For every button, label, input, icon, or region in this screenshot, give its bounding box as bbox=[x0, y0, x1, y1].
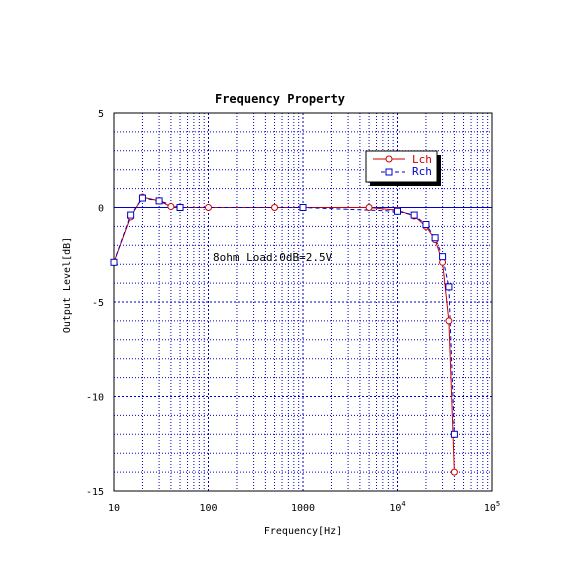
x-tick-exponent: 4 bbox=[401, 500, 405, 508]
x-tick-label: 10 bbox=[108, 503, 120, 514]
data-point-rch bbox=[176, 204, 184, 211]
legend-box bbox=[365, 150, 438, 183]
data-point-lch bbox=[445, 317, 453, 325]
legend-rch-label: Rch bbox=[412, 165, 432, 178]
data-point-rch bbox=[155, 197, 163, 205]
legend: Lch Rch bbox=[365, 150, 441, 186]
y-tick-label: -10 bbox=[86, 393, 104, 404]
data-point-rch bbox=[422, 221, 430, 229]
data-point-rch bbox=[138, 194, 146, 202]
y-tick-label: 5 bbox=[98, 109, 104, 120]
data-point-lch bbox=[450, 468, 458, 476]
chart-title: Frequency Property bbox=[215, 92, 345, 106]
data-point-lch bbox=[365, 204, 373, 211]
legend-rch-marker bbox=[385, 168, 393, 176]
y-tick-label: -5 bbox=[92, 298, 104, 309]
data-point-rch bbox=[439, 253, 447, 261]
data-point-rch bbox=[450, 430, 458, 438]
data-point-lch bbox=[167, 203, 175, 211]
series-layer bbox=[110, 193, 458, 476]
data-point-lch bbox=[205, 204, 212, 211]
x-tick-label: 1000 bbox=[291, 503, 315, 514]
data-point-rch bbox=[394, 207, 401, 215]
data-point-lch bbox=[271, 204, 279, 211]
data-point-rch bbox=[110, 258, 118, 266]
y-axis-label: Output Level[dB] bbox=[62, 237, 73, 333]
data-point-rch bbox=[299, 204, 307, 211]
data-point-rch bbox=[431, 234, 439, 242]
data-point-lch bbox=[439, 258, 447, 266]
data-point-rch bbox=[127, 211, 135, 219]
legend-lch-marker bbox=[385, 155, 393, 163]
data-point-rch bbox=[445, 283, 453, 291]
load-annotation: 8ohm Load:0dB=2.5V bbox=[213, 251, 333, 264]
x-tick-label: 100 bbox=[199, 503, 217, 514]
y-tick-label: -15 bbox=[86, 487, 104, 498]
plot-frame bbox=[113, 112, 493, 492]
data-point-rch bbox=[410, 211, 418, 219]
y-tick-label: 0 bbox=[98, 204, 104, 215]
x-tick-exponent: 5 bbox=[496, 500, 500, 508]
legend-lch-label: Lch bbox=[412, 153, 432, 166]
x-axis-label: Frequency[Hz] bbox=[264, 526, 342, 537]
